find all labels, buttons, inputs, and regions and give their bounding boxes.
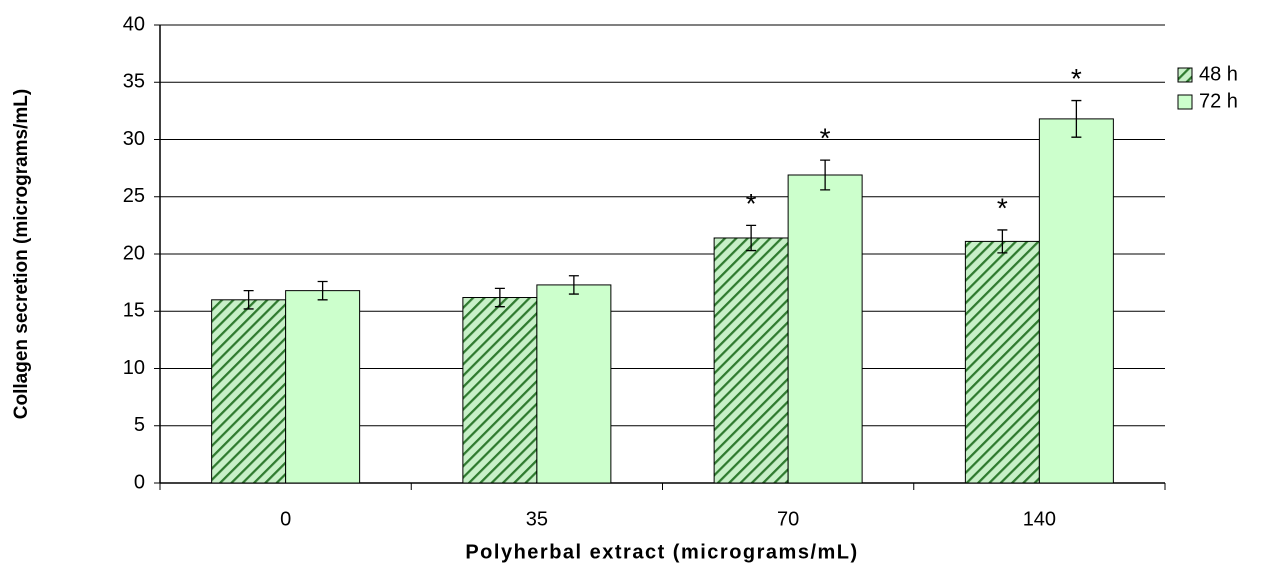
x-tick-label: 140: [1023, 508, 1056, 530]
legend-label: 48 h: [1199, 63, 1238, 85]
legend-swatch: [1177, 67, 1193, 83]
bar: [211, 299, 287, 484]
bar: [536, 284, 612, 484]
significance-mark: *: [1071, 63, 1082, 94]
error-bar: [317, 280, 328, 301]
x-tick-label: 0: [280, 508, 291, 530]
error-bar: [820, 159, 831, 191]
error-bar: [1071, 99, 1082, 138]
y-tick-label: 25: [123, 185, 145, 207]
y-tick-label: 20: [123, 242, 145, 264]
error-bar: [243, 289, 254, 310]
significance-mark: *: [997, 192, 1008, 223]
bar: [462, 297, 538, 484]
y-tick-label: 10: [123, 357, 145, 379]
bar: [285, 290, 361, 484]
bar: [1038, 118, 1114, 484]
y-tick-label: 35: [123, 71, 145, 93]
legend-swatch: [1177, 94, 1193, 110]
x-tick-label: 70: [777, 508, 799, 530]
y-axis-label: Collagen secretion (micrograms/mL): [11, 89, 32, 419]
y-tick-label: 0: [134, 471, 145, 493]
error-bar: [997, 229, 1008, 254]
bar: [787, 174, 863, 484]
error-bar: [568, 275, 579, 295]
significance-mark: *: [746, 188, 757, 219]
bar: [713, 237, 789, 484]
legend-label: 72 h: [1199, 90, 1238, 112]
y-tick-label: 5: [134, 414, 145, 436]
error-bar: [494, 287, 505, 308]
y-tick-label: 40: [123, 13, 145, 35]
x-tick-label: 35: [526, 508, 548, 530]
y-tick-label: 30: [123, 128, 145, 150]
significance-mark: *: [820, 123, 831, 154]
bar: [964, 240, 1040, 484]
y-tick-label: 15: [123, 300, 145, 322]
x-axis-label: Polyherbal extract (micrograms/mL): [465, 541, 858, 563]
error-bar: [746, 224, 757, 252]
